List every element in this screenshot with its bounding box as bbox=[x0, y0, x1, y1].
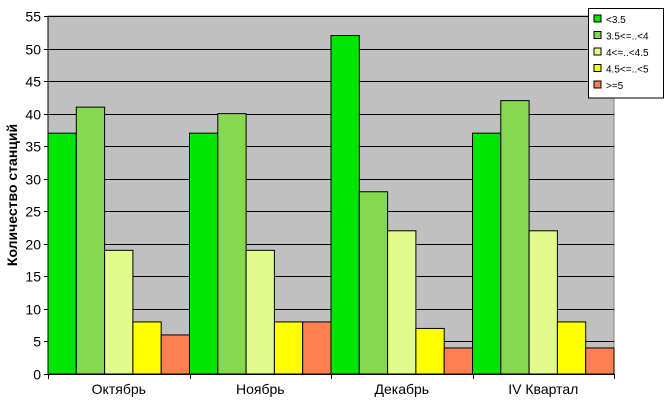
bar bbox=[415, 327, 445, 375]
legend-swatch bbox=[593, 64, 602, 72]
bar bbox=[528, 230, 558, 375]
bar bbox=[160, 334, 190, 375]
y-tick-label: 50 bbox=[25, 42, 41, 58]
bar bbox=[556, 321, 587, 375]
bar bbox=[217, 113, 247, 375]
y-tick-label: 30 bbox=[25, 172, 41, 188]
bar bbox=[472, 132, 502, 375]
y-tick-label: 45 bbox=[25, 74, 41, 90]
bar bbox=[585, 347, 615, 375]
x-tick-label: Ноябрь bbox=[236, 381, 285, 397]
y-tick-label: 15 bbox=[25, 269, 41, 285]
y-tick-label: 35 bbox=[25, 139, 41, 155]
legend-swatch bbox=[593, 31, 602, 39]
legend-label: <3.5 bbox=[606, 15, 626, 26]
bar bbox=[358, 191, 389, 375]
y-tick-label: 0 bbox=[33, 367, 41, 383]
bar bbox=[189, 132, 219, 375]
bar bbox=[273, 321, 304, 375]
bar bbox=[302, 321, 332, 375]
bars bbox=[47, 35, 615, 375]
bar bbox=[47, 132, 77, 375]
bar bbox=[132, 321, 162, 375]
legend-label: 3.5<=..<4 bbox=[606, 32, 649, 43]
x-tick-label: Октябрь bbox=[92, 381, 146, 397]
y-tick-label: 55 bbox=[25, 9, 41, 25]
bar bbox=[75, 106, 106, 375]
bar bbox=[245, 249, 275, 375]
bar bbox=[443, 347, 474, 375]
y-tick-label: 5 bbox=[33, 334, 41, 350]
x-tick-label: Декабрь bbox=[375, 381, 430, 397]
legend-swatch bbox=[593, 47, 602, 56]
bar bbox=[500, 100, 530, 375]
bar bbox=[104, 249, 134, 375]
x-tick-labels: Октябрь Ноябрь Декабрь IV Квартал bbox=[48, 374, 615, 397]
y-tick-label: 25 bbox=[25, 204, 41, 220]
y-tick-label: 10 bbox=[25, 302, 41, 318]
legend-label: 4.5<=..<5 bbox=[606, 65, 649, 76]
legend-label: >=5 bbox=[606, 81, 624, 92]
y-tick-label: 40 bbox=[25, 107, 41, 123]
legend-swatch bbox=[593, 14, 602, 23]
bar bbox=[330, 35, 360, 375]
y-tick-labels: 0 5 10 15 20 25 30 35 40 45 50 55 bbox=[25, 9, 48, 383]
legend-swatch bbox=[593, 80, 602, 89]
x-tick-label: IV Квартал bbox=[508, 381, 578, 397]
legend: <3.5 3.5<=..<4 4<=..<4.5 4.5<=..<5 >=5 bbox=[588, 8, 664, 99]
bar bbox=[387, 230, 417, 375]
legend-label: 4<=..<4.5 bbox=[606, 48, 649, 59]
y-axis-label: Количество станций bbox=[4, 124, 20, 266]
y-tick-label: 20 bbox=[25, 237, 41, 253]
